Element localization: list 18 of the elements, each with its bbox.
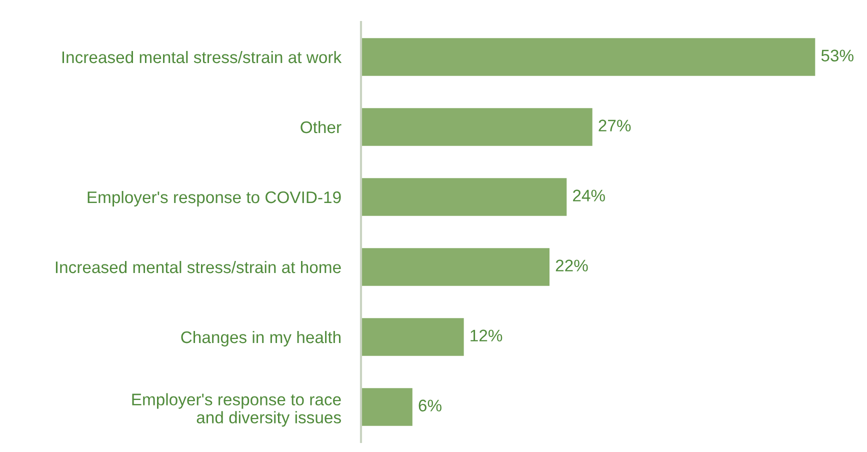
data-label: 53% [821,50,854,62]
bar [361,38,816,76]
bar [361,108,592,146]
y-tick-label: Increased mental stress/strain at home [56,260,341,274]
bar [361,248,550,286]
data-label: 22% [556,260,588,272]
data-label: 12% [470,330,502,342]
bar [361,178,567,216]
data-label: 27% [598,120,631,132]
y-tick-label: Changes in my health [181,330,340,346]
data-label: 6% [418,400,442,412]
y-tick-label: Employer's response to COVID-19 [88,190,341,206]
y-tick-label: Other [300,120,342,134]
data-label: 24% [573,190,605,202]
y-tick-label: Employer's response to race and diversity issues [132,393,341,427]
bar [361,318,464,356]
bar [361,388,412,426]
y-tick-label: Increased mental stress/strain at work [62,50,342,64]
